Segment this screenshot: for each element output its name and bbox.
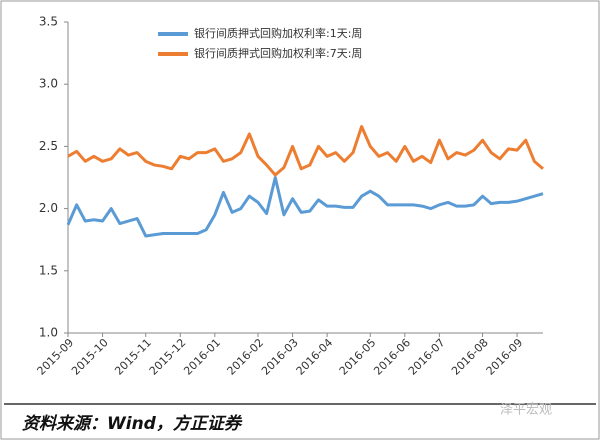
y-tick-label: 3.0	[39, 77, 58, 91]
y-tick-label: 1.5	[39, 263, 58, 277]
x-tick-label: 2016-01	[181, 336, 223, 378]
legend-label: 银行间质押式回购加权利率:7天:周	[194, 46, 362, 60]
series-line	[67, 124, 544, 177]
x-tick-label: 2015-12	[147, 336, 189, 378]
x-tick-label: 2016-02	[225, 336, 267, 378]
legend-label: 银行间质押式回购加权利率:1天:周	[194, 26, 362, 40]
y-tick-label: 3.5	[39, 15, 58, 29]
x-tick-label: 2016-07	[406, 336, 448, 378]
x-tick-label: 2016-04	[294, 336, 336, 378]
source-note: 资料来源：Wind，方正证券	[22, 414, 243, 434]
x-tick-label: 2015-09	[35, 336, 77, 378]
x-tick-label: 2015-10	[69, 336, 111, 378]
x-tick-label: 2016-05	[337, 336, 379, 378]
y-tick-label: 1.0	[39, 326, 58, 340]
x-tick-label: 2016-03	[259, 336, 301, 378]
x-tick-label: 2016-09	[484, 336, 526, 378]
y-tick-label: 2.5	[39, 139, 58, 153]
y-tick-label: 2.0	[39, 201, 58, 215]
watermark: 泽平宏观	[500, 403, 552, 418]
x-tick-label: 2016-06	[371, 336, 413, 378]
series-line	[66, 176, 544, 238]
x-tick-label: 2016-08	[449, 336, 491, 378]
x-tick-label: 2015-11	[112, 336, 154, 378]
